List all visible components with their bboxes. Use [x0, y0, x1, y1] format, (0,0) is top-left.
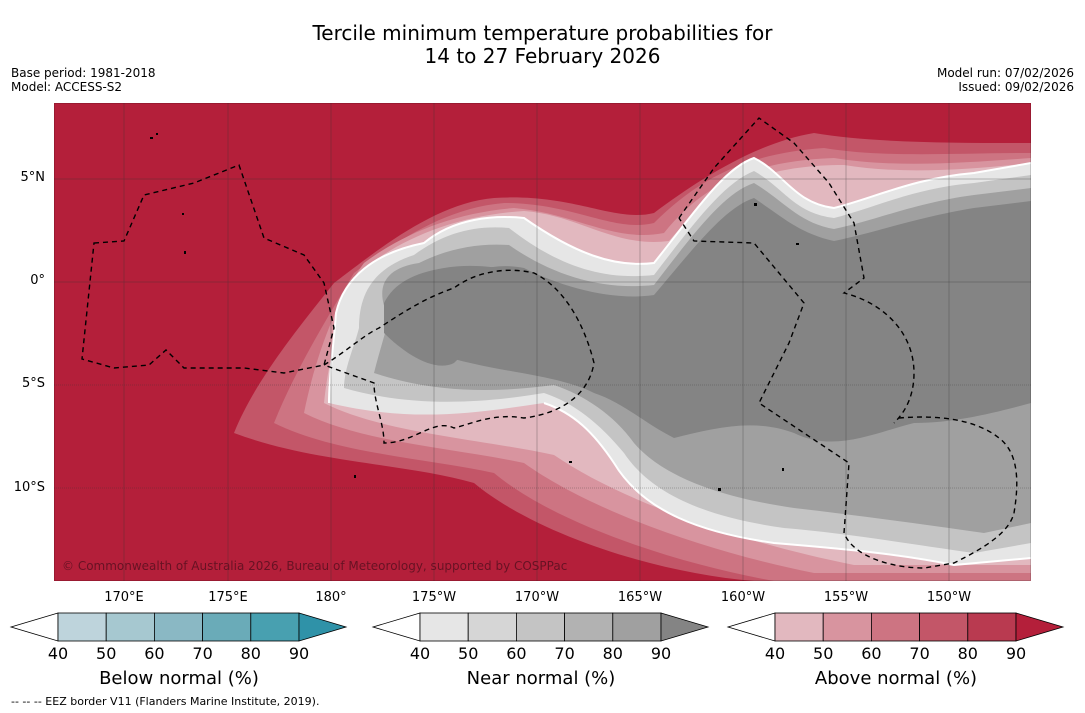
colorbar-near-tick: 50: [458, 644, 479, 663]
colorbar-near-segment: [612, 612, 662, 642]
gridlines: [54, 103, 1031, 581]
lon-label-170w: 170°W: [514, 590, 560, 605]
colorbar-below-tick: 60: [144, 644, 165, 663]
colorbar-below-segment: [153, 612, 203, 642]
colorbar-below-segment: [105, 612, 155, 642]
colorbar-below-segment: [57, 612, 107, 642]
colorbar-label-above: Above normal (%): [814, 668, 978, 689]
issued-text: Issued: 09/02/2026: [958, 80, 1074, 94]
lon-label-165w: 165°W: [617, 590, 663, 605]
eez-borders: [81, 117, 1018, 569]
eez-footnote: -- -- -- EEZ border V11 (Flanders Marine…: [11, 695, 320, 708]
colorbar-near-segment: [467, 612, 517, 642]
base-period-text: Base period: 1981-2018: [11, 66, 156, 80]
boundary-line-south: [543, 402, 1031, 567]
colorbar-near-tick: 60: [506, 644, 527, 663]
copyright-text: © Commonwealth of Australia 2026, Bureau…: [62, 559, 568, 573]
colorbar-above-high-extension: [1015, 612, 1065, 642]
probability-map: [54, 103, 1031, 581]
lon-label-160w: 160°W: [720, 590, 766, 605]
colorbar-below-segment: [250, 612, 300, 642]
colorbar-near: [371, 612, 710, 642]
map-frame: [54, 103, 1031, 581]
boundary-line: [328, 156, 1031, 404]
model-run-text: Model run: 07/02/2026: [936, 66, 1074, 80]
lon-label-150w: 150°W: [926, 590, 972, 605]
colorbar-near-tick: 80: [602, 644, 623, 663]
colorbar-label-below: Below normal (%): [99, 668, 259, 689]
colorbar-above-low-extension: [726, 612, 776, 642]
map-title-line1: Tercile minimum temperature probabilitie…: [312, 21, 773, 45]
colorbar-below-high-extension: [298, 612, 348, 642]
lon-label-180: 180°: [315, 590, 347, 605]
colorbar-above-segment: [822, 612, 872, 642]
lon-label-155w: 155°W: [823, 590, 869, 605]
lon-label-175e: 175°E: [208, 590, 248, 605]
colorbar-above: [726, 612, 1065, 642]
model-text: Model: ACCESS-S2: [11, 80, 123, 94]
colorbar-near-segment: [516, 612, 566, 642]
colorbar-near-tick: 90: [650, 644, 672, 663]
colorbar-below-tick: 70: [192, 644, 213, 663]
colorbar-below-tick: 80: [240, 644, 261, 663]
colorbar-near-tick: 70: [554, 644, 575, 663]
colorbar-near-segment: [564, 612, 614, 642]
lat-label-10s: 10°S: [13, 480, 45, 495]
colorbar-below-tick: 40: [47, 644, 69, 663]
colorbar-above-segment: [871, 612, 921, 642]
colorbar-above-tick: 60: [861, 644, 882, 663]
colorbar-label-near: Near normal (%): [466, 668, 616, 689]
colorbars: [9, 612, 1065, 642]
map-title-line2: 14 to 27 February 2026: [424, 44, 661, 68]
lat-label-5s: 5°S: [21, 376, 45, 391]
near-normal-band-90: [434, 198, 1031, 442]
colorbar-above-tick: 40: [764, 644, 786, 663]
colorbar-near-tick: 40: [409, 644, 431, 663]
lat-label-5n: 5°N: [20, 170, 46, 185]
colorbar-above-tick: 90: [1005, 644, 1027, 663]
colorbar-above-tick: 50: [813, 644, 834, 663]
near-normal-core: [384, 265, 534, 366]
colorbar-below-segment: [202, 612, 252, 642]
colorbar-near-low-extension: [371, 612, 421, 642]
island-markers: [150, 133, 799, 491]
colorbar-below-tick: 90: [288, 644, 310, 663]
colorbar-near-high-extension: [660, 612, 710, 642]
lon-label-170e: 170°E: [104, 590, 144, 605]
colorbar-below: [9, 612, 348, 642]
colorbar-below-low-extension: [9, 612, 59, 642]
colorbar-near-segment: [419, 612, 469, 642]
lat-label-0: 0°: [30, 273, 45, 288]
colorbar-below-tick: 50: [96, 644, 117, 663]
colorbar-above-segment: [774, 612, 824, 642]
lon-label-175w: 175°W: [411, 590, 457, 605]
colorbar-above-segment: [919, 612, 969, 642]
colorbar-above-segment: [967, 612, 1017, 642]
colorbar-above-tick: 70: [909, 644, 930, 663]
colorbar-above-tick: 80: [957, 644, 978, 663]
